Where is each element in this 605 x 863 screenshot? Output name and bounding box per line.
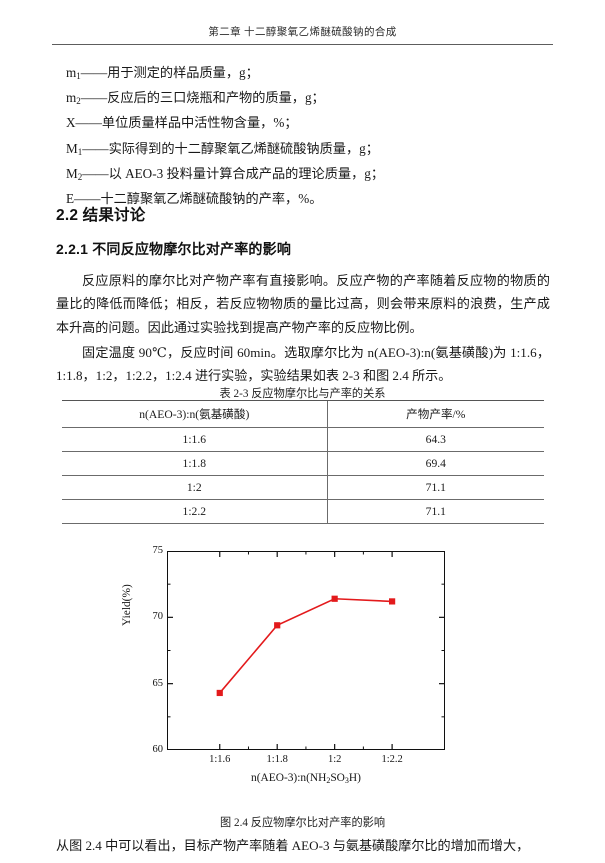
table-cell-yield: 71.1 — [326, 475, 544, 500]
chart-data-layer — [167, 551, 445, 750]
definition-text: ——十二醇聚氧乙烯醚硫酸钠的产率，%。 — [74, 191, 323, 207]
chart-y-axis-title: Yield(%) — [121, 584, 133, 626]
definition-text: ——反应后的三口烧瓶和产物的质量，g； — [80, 90, 325, 106]
chart-x-tick-3: 1:2.2 — [381, 754, 403, 765]
chart-y-tick-labels: 60 65 70 75 — [133, 540, 164, 760]
chart-x-tick-2: 1:2 — [327, 754, 342, 765]
subscript-2: 2 — [326, 776, 331, 785]
body-paragraph-3: 从图 2.4 中可以看出，目标产物产率随着 AEO-3 与氨基磺酸摩尔比的增加而… — [56, 838, 530, 853]
chart-y-tick-70: 70 — [152, 611, 164, 623]
definition-text: ——单位质量样品中活性物含量，%； — [75, 115, 298, 131]
table-row: 1:1.8 69.4 — [62, 451, 544, 476]
definition-symbol: X — [66, 115, 76, 131]
table-cell-ratio: 1:2 — [62, 475, 328, 500]
table-caption: 表 2-3 反应物摩尔比与产率的关系 — [219, 388, 386, 400]
figure-caption: 图 2.4 反应物摩尔比对产率的影响 — [219, 817, 386, 829]
chart-x-tick-1: 1:1.8 — [266, 754, 288, 765]
table-header-row: n(AEO-3):n(氨基磺酸) 产物产率/% — [62, 400, 544, 428]
figure-2-4: 60 65 70 75 Yield(%) 1:1.6 1:1.8 1:2 1:2.2 n(A… — [0, 540, 605, 808]
table-cell-yield: 71.1 — [326, 499, 544, 524]
chart-x-axis-title: n(AEO-3):n(NH2SO3H) — [251, 772, 361, 785]
definition-symbol: M — [66, 165, 78, 181]
definition-subscript: 1 — [76, 71, 81, 81]
definition-item: m1——用于测定的样品质量，g； — [66, 62, 545, 87]
definition-text: ——实际得到的十二醇聚氧乙烯醚硫酸钠质量，g； — [82, 140, 379, 156]
chart-y-tick-60: 60 — [152, 744, 164, 755]
chart-y-tick-75: 75 — [152, 545, 164, 556]
definition-list: m1——用于测定的样品质量，g； m2——反应后的三口烧瓶和产物的质量，g； X… — [66, 62, 545, 213]
definition-item: M2——以 AEO-3 投料量计算合成产品的理论质量，g； — [66, 163, 545, 188]
definition-item: m2——反应后的三口烧瓶和产物的质量，g； — [66, 87, 545, 112]
chart-x-tick-labels: 1:1.6 1:1.8 1:2 1:2.2 — [167, 754, 445, 768]
definition-symbol: m — [66, 90, 77, 106]
definition-item: E——十二醇聚氧乙烯醚硫酸钠的产率，%。 — [66, 188, 545, 213]
section-heading-2-2: 2.2 结果讨论 — [56, 207, 146, 224]
chart-x-tick-0: 1:1.6 — [209, 754, 231, 765]
definition-symbol: m — [66, 65, 77, 80]
body-paragraph-1: 反应原料的摩尔比对产物产率有直接影响。反应产物的产率随着反应物的物质的量比的降低… — [56, 273, 550, 335]
definition-item: X——单位质量样品中活性物含量，%； — [66, 112, 545, 137]
definition-text: ——用于测定的样品质量，g； — [80, 65, 259, 80]
subscript-3: 3 — [344, 776, 349, 785]
definition-subscript: 1 — [77, 146, 83, 157]
definition-symbol: E — [66, 191, 75, 207]
definition-symbol: M — [66, 140, 78, 156]
table-column-header-yield: 产物产率/% — [326, 400, 544, 428]
definition-subscript: 2 — [76, 96, 81, 107]
results-table: n(AEO-3):n(氨基磺酸) 产物产率/% 1:1.6 64.3 1:1.8… — [62, 400, 544, 524]
definition-text: ——以 AEO-3 投料量计算合成产品的理论质量，g； — [82, 165, 385, 181]
header-rule — [52, 44, 553, 45]
definition-item: M1——实际得到的十二醇聚氧乙烯醚硫酸钠质量，g； — [66, 138, 545, 163]
table-cell-ratio: 1:1.6 — [62, 427, 328, 452]
table-row: 1:1.6 64.3 — [62, 427, 544, 452]
table-column-header-ratio: n(AEO-3):n(氨基磺酸) — [62, 400, 328, 428]
chart-y-tick-65: 65 — [152, 677, 164, 689]
table-cell-yield: 69.4 — [326, 451, 544, 476]
table-cell-ratio: 1:1.8 — [62, 451, 328, 476]
running-header-text: 第二章 十二醇聚氧乙烯醚硫酸钠的合成 — [208, 27, 397, 38]
table-cell-ratio: 1:2.2 — [62, 499, 328, 524]
section-heading-2-2-1: 2.2.1 不同反应物摩尔比对产率的影响 — [56, 241, 292, 257]
body-paragraph-2: 固定温度 90℃，反应时间 60min。选取摩尔比为 n(AEO-3):n(氨基… — [56, 345, 550, 384]
running-header: 第二章 十二醇聚氧乙烯醚硫酸钠的合成 — [52, 26, 553, 40]
chart-plot-frame — [167, 551, 445, 750]
table-cell-yield: 64.3 — [326, 427, 544, 452]
definition-subscript: 2 — [77, 171, 83, 182]
table-row: 1:2 71.1 — [62, 475, 544, 500]
table-row: 1:2.2 71.1 — [62, 499, 544, 524]
